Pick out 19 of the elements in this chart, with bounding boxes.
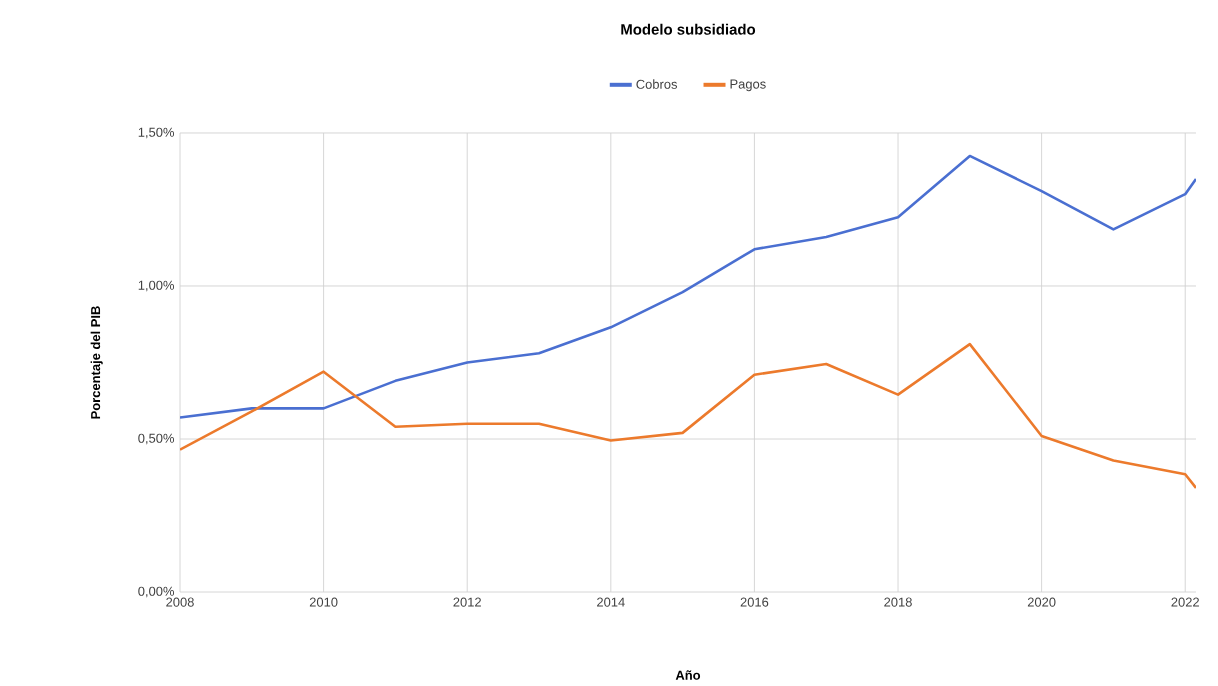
legend-label: Pagos: [730, 79, 766, 92]
x-tick-label: 2022: [1171, 597, 1199, 607]
line-series: [180, 342, 1196, 490]
x-tick-label: 2010: [309, 597, 338, 607]
x-tick-label: 2014: [597, 597, 625, 607]
y-tick-label: 0,50%: [138, 433, 175, 445]
x-tick-label: 2016: [740, 597, 769, 607]
y-tick-label: 0,00%: [138, 586, 175, 598]
y-axis-title: Porcentaje del PIB: [90, 306, 103, 419]
chart-title: Modelo subsidiado: [621, 23, 756, 35]
legend-label: Cobros: [636, 79, 678, 89]
x-tick-label: 2012: [453, 597, 481, 607]
y-tick-label: 1,50%: [138, 127, 175, 139]
x-tick-label: 2018: [884, 597, 912, 607]
y-tick-label: 1,00%: [138, 280, 175, 292]
line-series: [180, 154, 1196, 419]
x-axis-title: Año: [675, 670, 701, 680]
x-tick-label: 2020: [1027, 597, 1056, 607]
x-tick-label: 2008: [166, 597, 194, 607]
